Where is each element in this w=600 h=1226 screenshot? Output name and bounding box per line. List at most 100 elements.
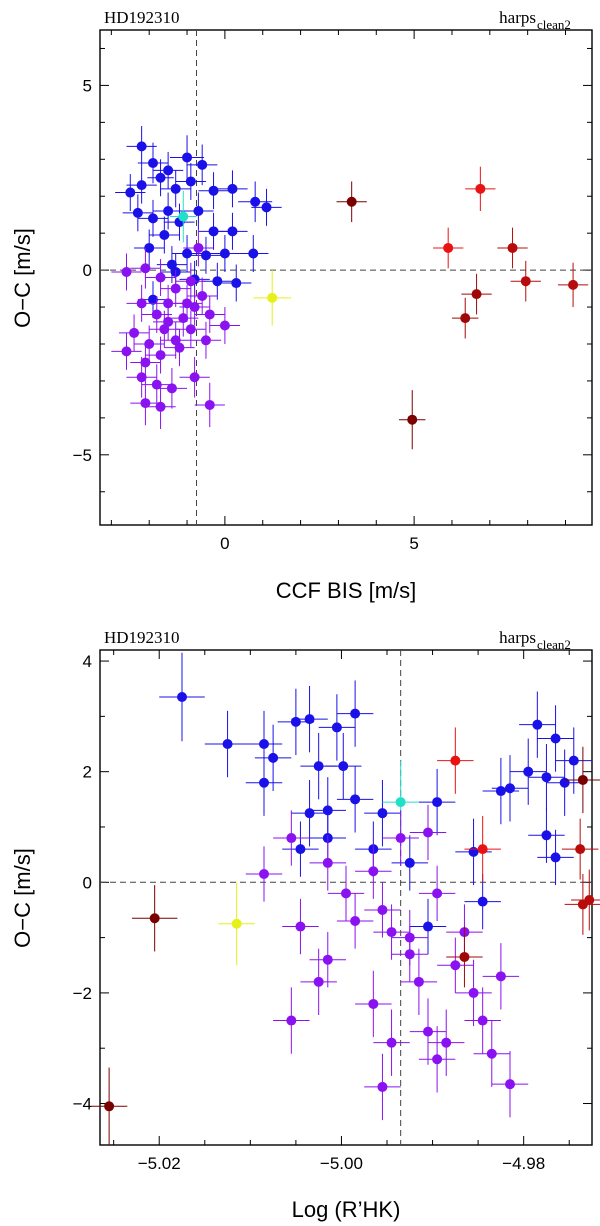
data-point xyxy=(336,181,367,223)
data-point xyxy=(238,181,273,223)
data-point xyxy=(464,815,501,883)
data-marker xyxy=(200,250,211,261)
data-marker xyxy=(204,399,215,410)
data-marker xyxy=(151,309,162,320)
data-point xyxy=(318,694,356,761)
data-marker xyxy=(231,278,242,289)
data-point xyxy=(418,865,456,922)
data-marker xyxy=(350,708,361,719)
data-marker xyxy=(471,289,482,300)
data-marker xyxy=(338,761,349,772)
data-point xyxy=(398,390,426,450)
x-axis-label: Log (R’HK) xyxy=(292,1197,401,1222)
data-point xyxy=(111,253,142,291)
data-point xyxy=(134,229,165,267)
data-marker xyxy=(231,918,242,929)
data-marker xyxy=(136,141,147,152)
data-point xyxy=(126,284,157,322)
data-marker xyxy=(212,276,223,287)
data-point xyxy=(473,1020,510,1087)
data-point xyxy=(160,170,191,208)
data-point xyxy=(491,755,529,822)
data-marker xyxy=(132,207,143,218)
data-marker xyxy=(407,414,418,425)
instrument-label: harps xyxy=(499,628,536,647)
data-marker xyxy=(341,888,351,899)
data-marker xyxy=(178,313,189,324)
data-point xyxy=(273,810,310,866)
data-marker xyxy=(193,242,204,253)
data-point xyxy=(145,336,176,374)
data-marker xyxy=(140,398,151,409)
data-point xyxy=(437,727,474,794)
y-tick-label: −4 xyxy=(73,1095,92,1114)
data-marker xyxy=(286,1015,297,1026)
data-marker xyxy=(166,383,177,394)
data-marker xyxy=(170,183,181,194)
data-marker xyxy=(413,976,424,987)
reference-lines xyxy=(100,30,592,525)
data-marker xyxy=(395,797,406,808)
data-point xyxy=(171,284,203,322)
data-point xyxy=(382,810,419,866)
data-marker xyxy=(568,279,579,290)
data-point xyxy=(373,904,410,960)
data-point xyxy=(364,882,401,938)
data-marker xyxy=(222,739,233,750)
data-marker xyxy=(147,294,158,305)
data-marker xyxy=(197,159,208,170)
data-marker xyxy=(144,338,155,349)
data-marker xyxy=(477,844,488,855)
data-marker xyxy=(459,951,470,962)
x-tick-label: −5.00 xyxy=(320,1154,363,1173)
data-point xyxy=(391,909,428,966)
y-tick-label: 4 xyxy=(83,652,92,671)
data-point xyxy=(309,932,346,988)
data-marker xyxy=(313,976,324,987)
star-name-label: HD192310 xyxy=(104,8,180,27)
data-marker xyxy=(129,327,140,338)
data-marker xyxy=(559,777,570,788)
data-marker xyxy=(189,302,200,313)
data-point xyxy=(221,264,252,302)
data-marker xyxy=(177,692,187,703)
data-point xyxy=(141,295,172,333)
data-marker xyxy=(423,827,433,838)
data-marker xyxy=(208,226,219,237)
data-marker xyxy=(468,846,479,857)
data-point xyxy=(291,685,328,753)
data-point xyxy=(464,873,501,930)
data-marker xyxy=(155,350,166,361)
data-marker xyxy=(520,276,531,287)
data-point xyxy=(209,235,241,272)
data-marker xyxy=(432,888,443,899)
data-marker xyxy=(441,1037,452,1048)
data-point xyxy=(134,325,165,363)
data-point xyxy=(461,273,492,315)
data-marker xyxy=(185,176,196,187)
data-point xyxy=(137,142,169,184)
data-marker xyxy=(350,916,361,927)
data-marker xyxy=(268,752,279,763)
data-marker xyxy=(248,248,259,259)
data-marker xyxy=(163,316,174,327)
x-tick-label: −5.02 xyxy=(138,1154,181,1173)
data-point xyxy=(187,144,218,186)
x-axis-label: CCF BIS [m/s] xyxy=(276,578,417,603)
data-point xyxy=(194,295,225,333)
data-marker xyxy=(486,1048,497,1059)
data-marker xyxy=(404,857,415,868)
data-marker xyxy=(368,998,379,1009)
data-point xyxy=(111,332,142,370)
data-point xyxy=(204,710,251,778)
data-point xyxy=(209,307,241,344)
data-point xyxy=(497,227,528,269)
y-axis-label: O−C [m/s] xyxy=(10,848,35,948)
data-marker xyxy=(140,263,151,274)
data-marker xyxy=(495,786,506,797)
tick-labels: −5.02 −5.00 −4.98 −4 −2 0 2 4 xyxy=(73,652,546,1173)
data-marker xyxy=(377,904,388,915)
data-marker xyxy=(386,1037,397,1048)
data-marker xyxy=(227,183,238,194)
instrument-sub-label: clean2 xyxy=(537,17,571,32)
